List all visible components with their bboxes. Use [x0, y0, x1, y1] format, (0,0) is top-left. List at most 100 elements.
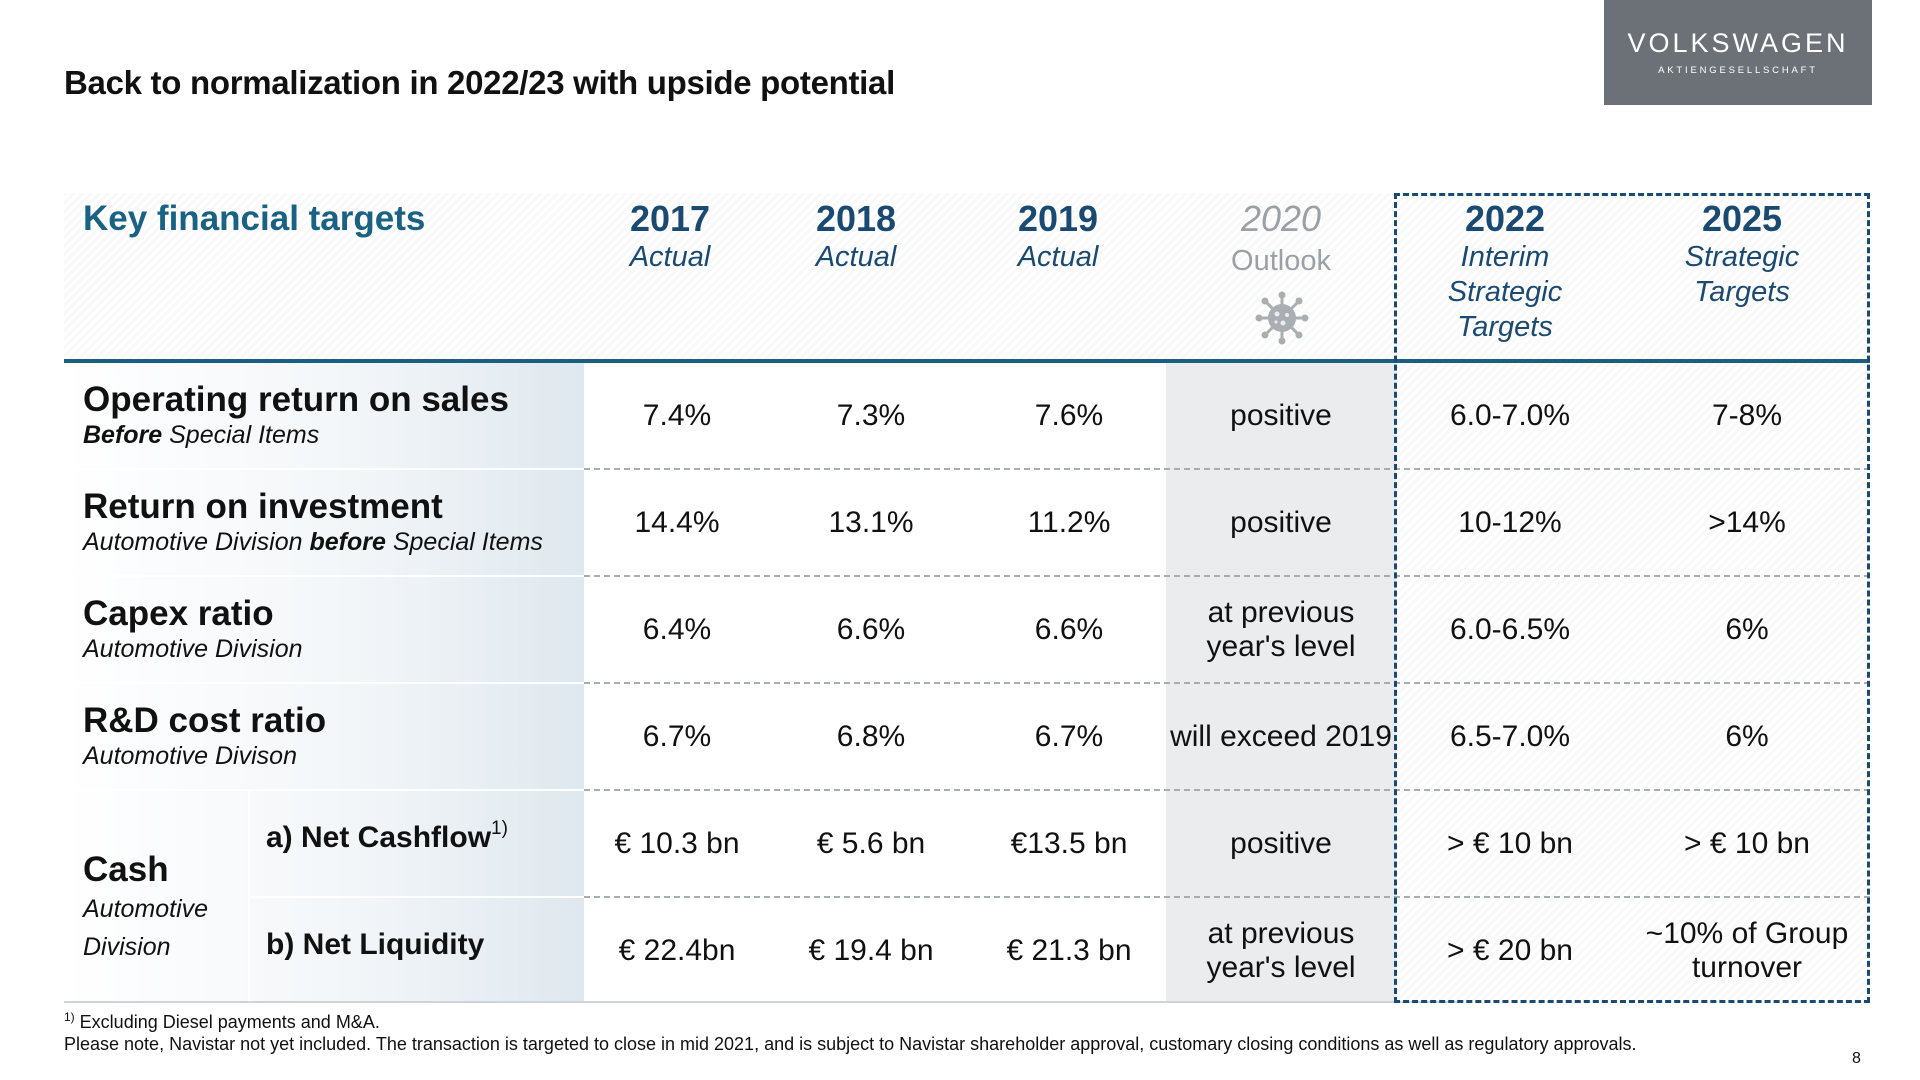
- virus-icon: [1255, 291, 1309, 345]
- row-divider: [584, 896, 1870, 898]
- row-label-sub: Automotive Division before Special Items: [83, 527, 543, 557]
- col-header-2017: 2017 Actual: [600, 198, 740, 275]
- table-cell: € 5.6 bn: [816, 826, 926, 860]
- row-label-sub: Automotive Division: [83, 635, 303, 663]
- table-bottom-line: [64, 1001, 1460, 1003]
- footnote-marker: 1): [64, 1010, 75, 1024]
- row-label-ros: Operating return on sales Before Special…: [83, 380, 509, 450]
- col-sub: Outlook: [1231, 245, 1331, 277]
- table-cell: ~10% of Group turnover: [1645, 916, 1849, 984]
- table-cell: > € 10 bn: [1684, 826, 1810, 860]
- row-label-roi: Return on investment Automotive Division…: [83, 487, 543, 557]
- table-cell: > € 10 bn: [1447, 826, 1573, 860]
- header-divider: [64, 359, 1870, 363]
- table-cell: 6.0-6.5%: [1449, 612, 1571, 646]
- row-label-sub: Automotive Divison: [83, 742, 297, 770]
- row-label-main: Capex ratio: [83, 594, 274, 633]
- col-sub: Actual: [815, 241, 897, 273]
- table-cell: € 10.3 bn: [614, 826, 740, 860]
- label-divider: [64, 682, 584, 684]
- col-sub: Actual: [1017, 241, 1099, 273]
- table-cell: 6.7%: [642, 719, 712, 753]
- table-cell: 14.4%: [634, 505, 720, 539]
- table-cell: positive: [1230, 826, 1332, 860]
- col-sub: Interim Strategic Targets: [1447, 241, 1563, 343]
- row-divider: [584, 789, 1870, 791]
- table-header-title: Key financial targets: [83, 199, 426, 238]
- table-cell: €13.5 bn: [1010, 826, 1128, 860]
- col-header-2020: 2020 Outlook: [1196, 198, 1366, 279]
- table-cell: 13.1%: [828, 505, 914, 539]
- footnote-1: 1) Excluding Diesel payments and M&A.: [64, 1006, 1637, 1033]
- col-year: 2025: [1701, 198, 1783, 239]
- col-year: 2022: [1464, 198, 1546, 239]
- page-number: 8: [1852, 1050, 1861, 1067]
- col-year: 2018: [815, 198, 897, 239]
- table-cell: 10-12%: [1458, 505, 1562, 539]
- table-cell: 6.0-7.0%: [1449, 398, 1571, 432]
- label-divider: [250, 896, 584, 898]
- table-cell: will exceed 2019: [1170, 719, 1392, 753]
- row-label-sub-bold: Before: [83, 421, 163, 449]
- table-cell: 6%: [1725, 719, 1769, 753]
- col-sub: Actual: [629, 241, 711, 273]
- row-label-sub-bold: before: [309, 528, 386, 556]
- row-divider: [584, 468, 1870, 470]
- table-header-band: [64, 193, 1870, 361]
- page-title: Back to normalization in 2022/23 with up…: [64, 64, 895, 101]
- table-cell: 6.8%: [836, 719, 906, 753]
- table-cell: 6.5-7.0%: [1449, 719, 1571, 753]
- row-label-net-cashflow: a) Net Cashflow1): [266, 818, 508, 855]
- col-header-2018: 2018 Actual: [786, 198, 926, 275]
- table-cell: 6.4%: [642, 612, 712, 646]
- table-cell: € 19.4 bn: [808, 933, 934, 967]
- table-cell: € 21.3 bn: [1006, 933, 1132, 967]
- col-year: 2020: [1240, 198, 1322, 239]
- table-cell: positive: [1230, 398, 1332, 432]
- row-label-capex: Capex ratio Automotive Division: [83, 594, 303, 664]
- label-divider: [64, 468, 584, 470]
- table-cell: 6.6%: [1034, 612, 1104, 646]
- row-label-main: Return on investment: [83, 487, 443, 526]
- row-label-cash-sub: Automotive Division: [83, 895, 209, 961]
- logo-wordmark: VOLKSWAGEN: [1627, 28, 1849, 58]
- col-year: 2017: [629, 198, 711, 239]
- row-label-sub-pre: Automotive Division: [83, 528, 310, 556]
- strategic-targets-box: [1394, 193, 1870, 1003]
- table-cell: > € 20 bn: [1447, 933, 1573, 967]
- row-label-sub-rest: Special Items: [162, 421, 320, 449]
- row-label-sub-rest: Special Items: [385, 528, 543, 556]
- footnote-text: Excluding Diesel payments and M&A.: [74, 1012, 380, 1032]
- row-label-cash: Cash: [83, 850, 169, 889]
- col-header-2019: 2019 Actual: [988, 198, 1128, 275]
- table-cell: 7.6%: [1034, 398, 1104, 432]
- net-cashflow-label: a) Net Cashflow: [266, 821, 492, 854]
- table-cell: >14%: [1708, 505, 1786, 539]
- col-year: 2019: [1017, 198, 1099, 239]
- label-divider: [64, 789, 584, 791]
- row-label-net-liquidity: b) Net Liquidity: [266, 928, 485, 961]
- row-divider: [584, 682, 1870, 684]
- table-cell: positive: [1230, 505, 1332, 539]
- table-cell: 6.6%: [836, 612, 906, 646]
- row-label-main: Operating return on sales: [83, 380, 509, 419]
- table-cell: 7-8%: [1711, 398, 1783, 432]
- table-cell: 11.2%: [1027, 505, 1111, 539]
- col-header-2025: 2025 Strategic Targets: [1662, 198, 1822, 310]
- table-cell: 7.3%: [836, 398, 906, 432]
- table-cell: 6%: [1725, 612, 1769, 646]
- table-cell: € 22.4bn: [618, 933, 736, 967]
- row-label-rnd: R&D cost ratio Automotive Divison: [83, 701, 326, 771]
- footnotes: 1) Excluding Diesel payments and M&A. Pl…: [64, 1006, 1637, 1055]
- table-cell: 7.4%: [642, 398, 712, 432]
- label-divider: [64, 575, 584, 577]
- footnote-marker: 1): [491, 818, 508, 839]
- table-cell: at previous year's level: [1206, 595, 1356, 663]
- col-sub: Strategic Targets: [1684, 241, 1800, 308]
- cash-divider: [248, 791, 250, 1003]
- row-label-main: R&D cost ratio: [83, 701, 327, 740]
- col-header-2022: 2022 Interim Strategic Targets: [1420, 198, 1590, 345]
- row-divider: [584, 575, 1870, 577]
- footnote-note: Please note, Navistar not yet included. …: [64, 1034, 1637, 1054]
- row-label-sub: Before Special Items: [83, 420, 509, 450]
